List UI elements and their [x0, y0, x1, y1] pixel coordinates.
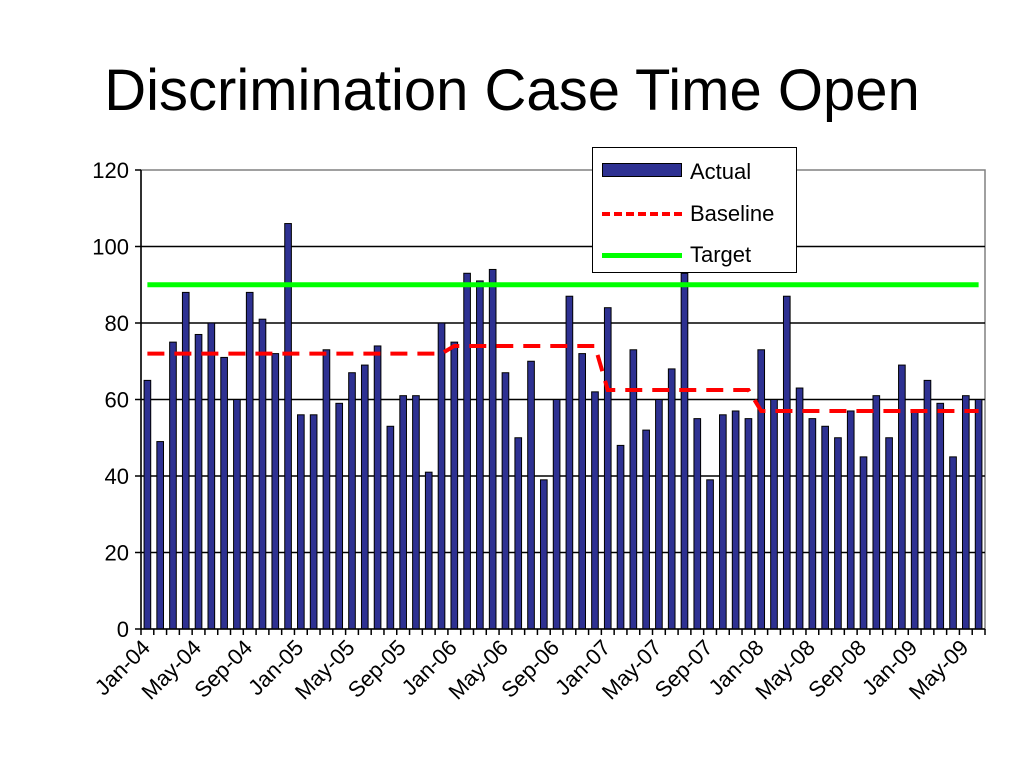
bar-actual: [463, 272, 471, 630]
bar-actual: [591, 391, 599, 630]
x-tick-label: Sep-05: [343, 635, 411, 703]
legend-swatch-target: [602, 253, 682, 258]
y-tick-label: 20: [105, 541, 129, 566]
bar-actual: [846, 410, 855, 630]
y-tick-label: 40: [105, 464, 129, 489]
bar-actual: [859, 456, 868, 630]
bar-actual: [194, 333, 203, 630]
bar-actual: [885, 437, 893, 630]
bar-actual: [297, 414, 305, 630]
y-tick-label: 80: [105, 311, 129, 336]
x-tick-label: Sep-06: [496, 635, 564, 703]
bar-actual: [450, 341, 459, 630]
bar-actual: [655, 399, 663, 630]
bar-actual: [258, 318, 267, 630]
x-tick-label: Sep-08: [803, 635, 871, 703]
bar-actual: [642, 429, 650, 630]
legend-item-actual: Actual: [593, 156, 796, 186]
bar-actual: [322, 349, 331, 630]
y-tick-label: 0: [117, 617, 129, 642]
bar-actual: [245, 291, 254, 630]
bar-actual: [693, 418, 702, 630]
bar-actual: [757, 349, 766, 630]
bar-actual: [898, 364, 906, 630]
bar-actual: [399, 395, 407, 630]
bar-actual: [667, 368, 676, 630]
bar-actual: [731, 410, 740, 630]
bar-actual: [949, 456, 957, 630]
bar-actual: [309, 414, 318, 630]
bar-actual: [719, 414, 727, 630]
bar-actual: [821, 425, 829, 630]
bar-actual: [271, 353, 280, 630]
bar-actual: [501, 372, 510, 630]
bar-actual: [412, 395, 420, 630]
bar-actual: [169, 341, 177, 630]
bar-actual: [578, 353, 587, 630]
bar-actual: [923, 379, 932, 630]
bar-actual: [207, 322, 216, 630]
legend-label-baseline: Baseline: [690, 201, 775, 226]
x-tick-label: Sep-04: [189, 635, 257, 703]
bar-actual: [974, 399, 983, 630]
y-tick-label: 120: [92, 158, 129, 183]
y-tick-label: 100: [92, 235, 129, 260]
x-tick-label: Sep-07: [650, 635, 718, 703]
bar-actual: [488, 268, 497, 630]
bar-actual: [680, 272, 689, 630]
bar-actual: [386, 425, 395, 630]
bar-actual: [744, 418, 753, 630]
bar-actual: [220, 356, 228, 630]
bar-actual: [910, 410, 919, 630]
bar-actual: [872, 395, 881, 630]
bar-actual: [552, 399, 561, 630]
bar-actual: [795, 387, 804, 630]
bar-actual: [834, 437, 842, 630]
bar-actual: [616, 444, 625, 630]
bar-actual: [539, 479, 548, 630]
bar-actual: [782, 295, 791, 630]
bar-actual: [348, 372, 356, 630]
bar-actual: [961, 395, 970, 630]
chart-legend: Actual Baseline Target: [592, 147, 797, 273]
legend-swatch-baseline: [602, 212, 682, 216]
legend-item-baseline: Baseline: [593, 198, 796, 228]
bar-actual: [156, 441, 165, 630]
baseline-line: [147, 343, 979, 413]
bar-actual: [437, 322, 446, 630]
bar-actual: [936, 402, 945, 630]
bar-actual: [527, 360, 535, 630]
bar-actual: [770, 399, 778, 630]
legend-label-target: Target: [690, 242, 752, 267]
bar-actual: [603, 307, 612, 630]
page-title: Discrimination Case Time Open: [104, 58, 920, 123]
bar-actual: [373, 345, 382, 630]
bar-actual: [424, 471, 433, 630]
bar-actual: [181, 291, 190, 630]
bar-actual: [476, 280, 484, 630]
bar-actual: [360, 364, 369, 630]
legend-swatch-actual: [602, 163, 682, 177]
legend-label-actual: Actual: [690, 159, 752, 184]
bar-actual: [808, 418, 817, 630]
bar-actual: [233, 399, 241, 630]
bar-actual: [143, 379, 152, 630]
legend-item-target: Target: [593, 239, 796, 269]
bar-actual: [514, 437, 523, 630]
y-tick-label: 60: [105, 388, 129, 413]
bar-actual: [335, 402, 344, 630]
bar-actual: [706, 479, 714, 630]
